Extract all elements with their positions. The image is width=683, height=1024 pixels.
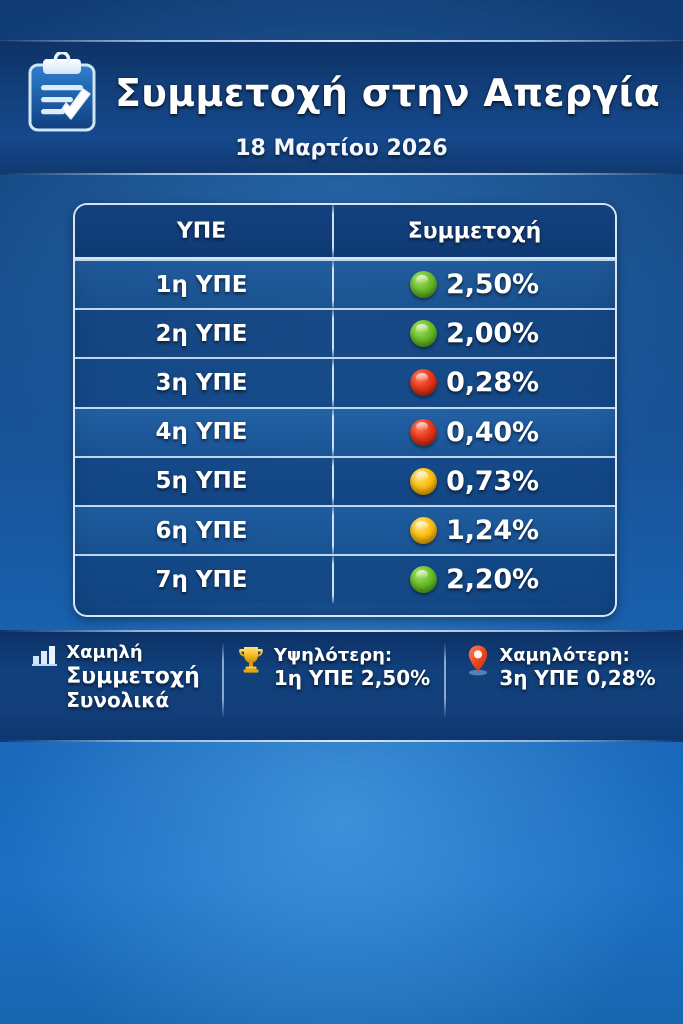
column-divider bbox=[332, 205, 334, 257]
row-value: 1,24% bbox=[446, 515, 539, 547]
highest-value: 1η ΥΠΕ 2,50% bbox=[273, 665, 431, 690]
summary-overall: Χαμηλή Συμμετοχή Συνολικά bbox=[0, 642, 222, 713]
summary-lowest: Χαμηλότερη: 3η ΥΠΕ 0,28% bbox=[444, 644, 683, 690]
column-header-participation: Συμμετοχή bbox=[407, 218, 542, 244]
summary-highest: Υψηλότερη: 1η ΥΠΕ 2,50% bbox=[222, 644, 444, 690]
table-row[interactable]: 6η ΥΠΕ 1,24% bbox=[75, 504, 615, 555]
row-label: 5η ΥΠΕ bbox=[155, 468, 248, 495]
status-dot-yellow-icon bbox=[410, 467, 438, 495]
status-dot-yellow-icon bbox=[410, 517, 438, 545]
row-value: 2,00% bbox=[446, 318, 539, 350]
row-value: 0,40% bbox=[446, 416, 539, 448]
status-dot-green-icon bbox=[410, 271, 438, 299]
summary-divider bbox=[444, 642, 446, 718]
overall-line1: Χαμηλή bbox=[66, 642, 143, 663]
participation-table: ΥΠΕ Συμμετοχή 1η ΥΠΕ 2,50% 2η ΥΠΕ 2,00% … bbox=[73, 203, 617, 617]
page-subtitle: 18 Μαρτίου 2026 bbox=[235, 136, 448, 161]
column-divider bbox=[332, 457, 334, 505]
column-divider bbox=[332, 408, 334, 456]
column-divider bbox=[332, 359, 334, 407]
column-divider bbox=[332, 310, 334, 358]
bar-chart-icon bbox=[32, 646, 58, 666]
row-label: 2η ΥΠΕ bbox=[155, 320, 248, 347]
row-label: 3η ΥΠΕ bbox=[155, 369, 248, 396]
overall-line3: Συνολικά bbox=[66, 688, 170, 713]
row-label: 6η ΥΠΕ bbox=[155, 517, 248, 544]
header-band: Συμμετοχή στην Απεργία 18 Μαρτίου 2026 bbox=[0, 40, 683, 175]
row-value: 0,73% bbox=[446, 465, 539, 497]
title-row: Συμμετοχή στην Απεργία bbox=[23, 52, 660, 134]
overall-line2: Συμμετοχή bbox=[66, 663, 200, 689]
column-divider bbox=[332, 556, 334, 604]
table-row[interactable]: 5η ΥΠΕ 0,73% bbox=[75, 455, 615, 505]
column-divider bbox=[332, 261, 334, 309]
column-divider bbox=[332, 506, 334, 555]
trophy-icon bbox=[238, 647, 263, 673]
table-row[interactable]: 4η ΥΠΕ 0,40% bbox=[75, 406, 615, 456]
highest-label: Υψηλότερη: bbox=[273, 645, 393, 666]
clipboard-check-icon bbox=[28, 52, 96, 132]
summary-divider bbox=[222, 642, 224, 718]
table-row[interactable]: 7η ΥΠΕ 2,20% bbox=[75, 554, 615, 604]
row-label: 1η ΥΠΕ bbox=[155, 271, 248, 298]
status-dot-green-icon bbox=[410, 566, 438, 594]
row-value: 2,20% bbox=[446, 564, 539, 596]
lowest-label: Χαμηλότερη: bbox=[499, 645, 630, 666]
status-dot-red-icon bbox=[410, 369, 438, 397]
column-header-ype: ΥΠΕ bbox=[176, 218, 227, 244]
map-pin-icon bbox=[469, 645, 488, 676]
row-value: 0,28% bbox=[446, 367, 539, 399]
row-label: 7η ΥΠΕ bbox=[155, 566, 248, 593]
summary-band: Χαμηλή Συμμετοχή Συνολικά bbox=[0, 630, 683, 742]
table-row[interactable]: 1η ΥΠΕ 2,50% bbox=[75, 259, 615, 309]
page-title: Συμμετοχή στην Απεργία bbox=[114, 71, 661, 115]
status-dot-red-icon bbox=[410, 418, 438, 446]
row-value: 2,50% bbox=[446, 269, 539, 301]
table-row[interactable]: 3η ΥΠΕ 0,28% bbox=[75, 357, 615, 407]
status-dot-green-icon bbox=[410, 320, 438, 348]
table-row[interactable]: 2η ΥΠΕ 2,00% bbox=[75, 308, 615, 358]
lowest-value: 3η ΥΠΕ 0,28% bbox=[499, 665, 656, 690]
row-label: 4η ΥΠΕ bbox=[155, 419, 248, 446]
table-header-row: ΥΠΕ Συμμετοχή bbox=[75, 205, 615, 259]
